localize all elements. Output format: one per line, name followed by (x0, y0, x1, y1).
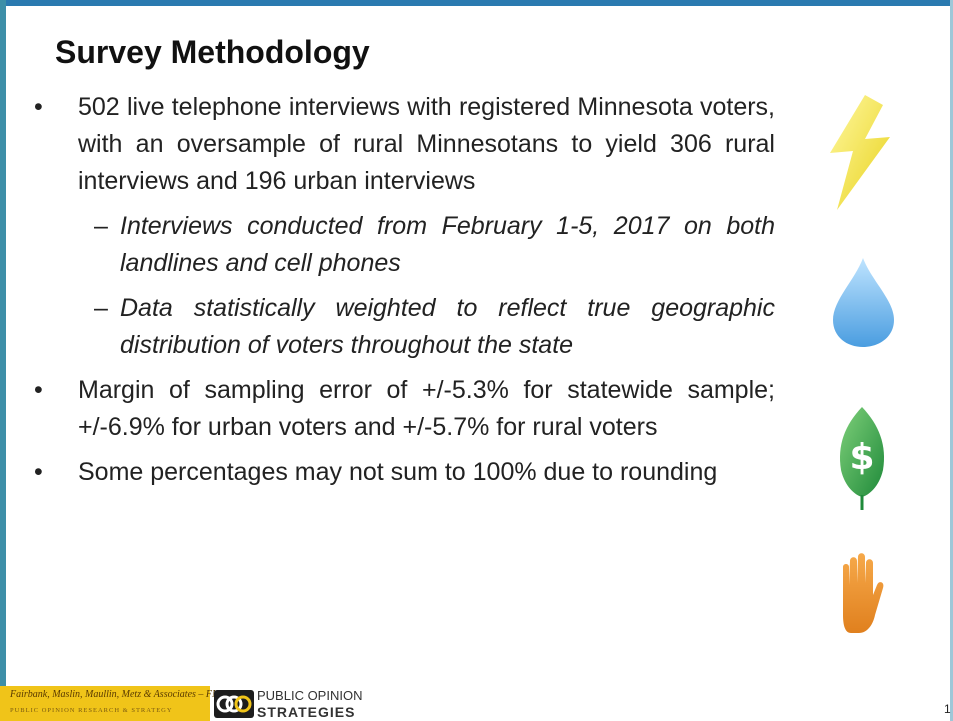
fm3-name: Fairbank, Maslin, Maullin, Metz & Associ… (10, 689, 226, 700)
pos-name: STRATEGIES (257, 704, 356, 720)
pos-name: PUBLIC OPINION (257, 688, 363, 703)
pos-logo (214, 690, 254, 718)
sub-bullet: Data statistically weighted to reflect t… (30, 290, 775, 364)
bullet: 502 live telephone interviews with regis… (30, 89, 775, 200)
hand-icon (843, 553, 884, 633)
fm3-logo: Fairbank, Maslin, Maullin, Metz & Associ… (0, 686, 225, 721)
frame (950, 0, 953, 721)
water-drop-icon (833, 258, 894, 347)
frame (0, 0, 953, 6)
bullet-list: 502 live telephone interviews with regis… (30, 89, 775, 499)
slide-title: Survey Methodology (55, 34, 370, 70)
page-number: 1 (944, 702, 951, 716)
fm3-tagline: PUBLIC OPINION RESEARCH & STRATEGY (10, 707, 173, 714)
bullet: Margin of sampling error of +/-5.3% for … (30, 372, 775, 446)
bullet: Some percentages may not sum to 100% due… (30, 454, 775, 491)
frame (0, 0, 6, 721)
lightning-icon (830, 95, 890, 210)
money-leaf-icon: $ (839, 407, 885, 510)
icons: $ (830, 95, 894, 633)
svg-text:$: $ (849, 437, 874, 478)
sub-bullet: Interviews conducted from February 1-5, … (30, 208, 775, 282)
